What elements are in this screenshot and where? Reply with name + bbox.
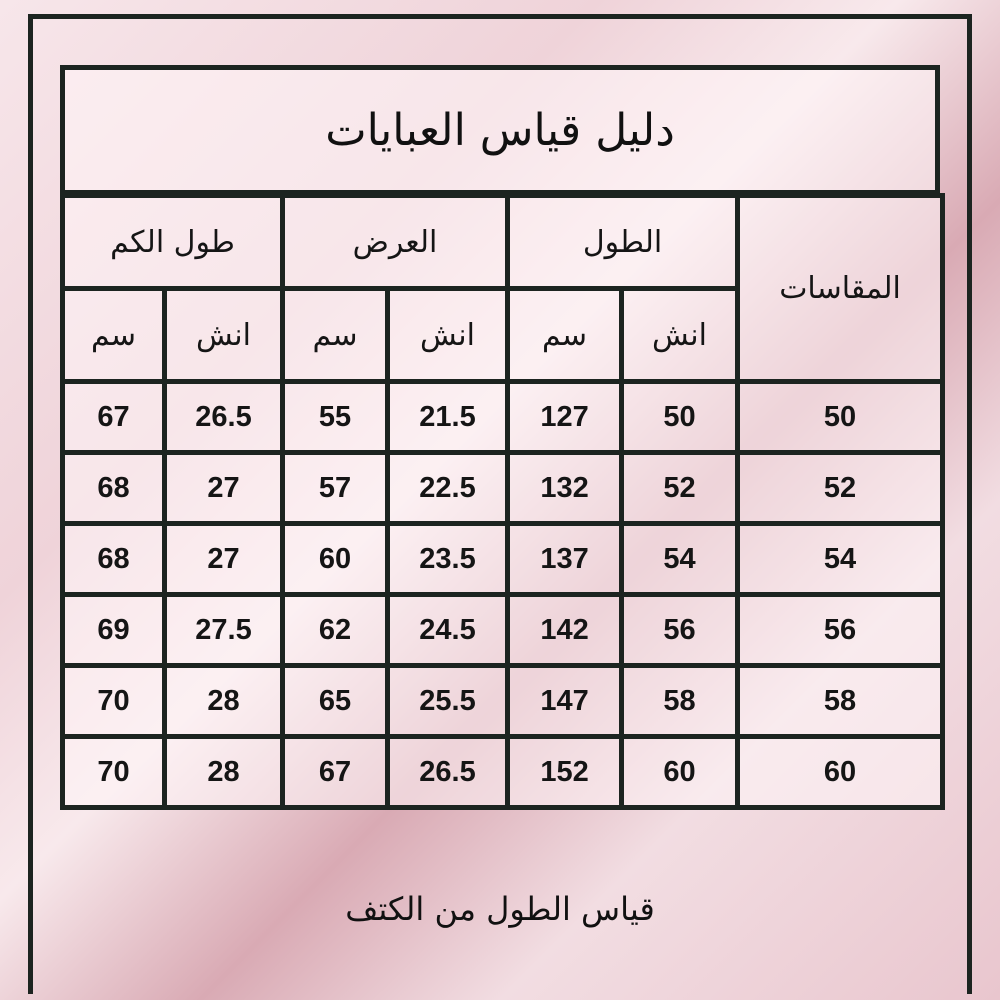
cell-width-cm: 55 [280, 379, 390, 455]
cell-size: 52 [735, 450, 946, 526]
cell-size: 60 [735, 734, 946, 810]
table-row: 58 58 147 25.5 65 28 70 [60, 663, 946, 739]
cell-length-in: 52 [619, 450, 741, 526]
subheader-cm: سم [280, 286, 390, 384]
cell-width-in: 22.5 [385, 450, 510, 526]
cell-size: 56 [735, 592, 946, 668]
outer-frame [28, 14, 972, 994]
size-table: المقاسات الطول العرض طول الكم انش سم انش… [60, 193, 946, 810]
cell-sleeve-in: 27 [162, 521, 285, 597]
table-row: 52 52 132 22.5 57 27 68 [60, 450, 946, 526]
header-sleeve: طول الكم [60, 193, 285, 291]
cell-width-in: 23.5 [385, 521, 510, 597]
cell-length-in: 60 [619, 734, 741, 810]
cell-length-in: 54 [619, 521, 741, 597]
page-title: دليل قياس العبايات [325, 104, 675, 156]
cell-sleeve-in: 27 [162, 450, 285, 526]
cell-sleeve-cm: 70 [60, 663, 167, 739]
cell-width-in: 21.5 [385, 379, 510, 455]
cell-length-cm: 142 [504, 592, 625, 668]
cell-width-cm: 67 [280, 734, 390, 810]
cell-sleeve-cm: 70 [60, 734, 167, 810]
cell-sleeve-cm: 67 [60, 379, 167, 455]
cell-sleeve-in: 28 [162, 663, 285, 739]
cell-sleeve-cm: 68 [60, 450, 167, 526]
cell-length-cm: 152 [504, 734, 625, 810]
table-row: 56 56 142 24.5 62 27.5 69 [60, 592, 946, 668]
cell-length-in: 58 [619, 663, 741, 739]
cell-length-cm: 127 [504, 379, 625, 455]
table-row: 50 50 127 21.5 55 26.5 67 [60, 379, 946, 455]
cell-length-cm: 147 [504, 663, 625, 739]
cell-width-in: 25.5 [385, 663, 510, 739]
subheader-inch: انش [385, 286, 510, 384]
header-length: الطول [504, 193, 741, 291]
cell-sleeve-in: 26.5 [162, 379, 285, 455]
title-box: دليل قياس العبايات [60, 65, 940, 195]
header-sizes: المقاسات [735, 193, 946, 384]
subheader-cm: سم [504, 286, 625, 384]
footer-note: قياس الطول من الكتف [345, 890, 655, 928]
subheader-cm: سم [60, 286, 167, 384]
cell-size: 58 [735, 663, 946, 739]
cell-width-cm: 65 [280, 663, 390, 739]
cell-length-cm: 132 [504, 450, 625, 526]
cell-width-in: 26.5 [385, 734, 510, 810]
cell-width-cm: 57 [280, 450, 390, 526]
cell-sleeve-in: 27.5 [162, 592, 285, 668]
cell-length-in: 56 [619, 592, 741, 668]
cell-size: 54 [735, 521, 946, 597]
cell-sleeve-in: 28 [162, 734, 285, 810]
cell-length-cm: 137 [504, 521, 625, 597]
header-width: العرض [280, 193, 510, 291]
cell-width-cm: 62 [280, 592, 390, 668]
cell-size: 50 [735, 379, 946, 455]
cell-length-in: 50 [619, 379, 741, 455]
table-row: 54 54 137 23.5 60 27 68 [60, 521, 946, 597]
cell-width-in: 24.5 [385, 592, 510, 668]
subheader-inch: انش [619, 286, 741, 384]
subheader-inch: انش [162, 286, 285, 384]
cell-sleeve-cm: 69 [60, 592, 167, 668]
table-row: 60 60 152 26.5 67 28 70 [60, 734, 946, 810]
cell-width-cm: 60 [280, 521, 390, 597]
cell-sleeve-cm: 68 [60, 521, 167, 597]
